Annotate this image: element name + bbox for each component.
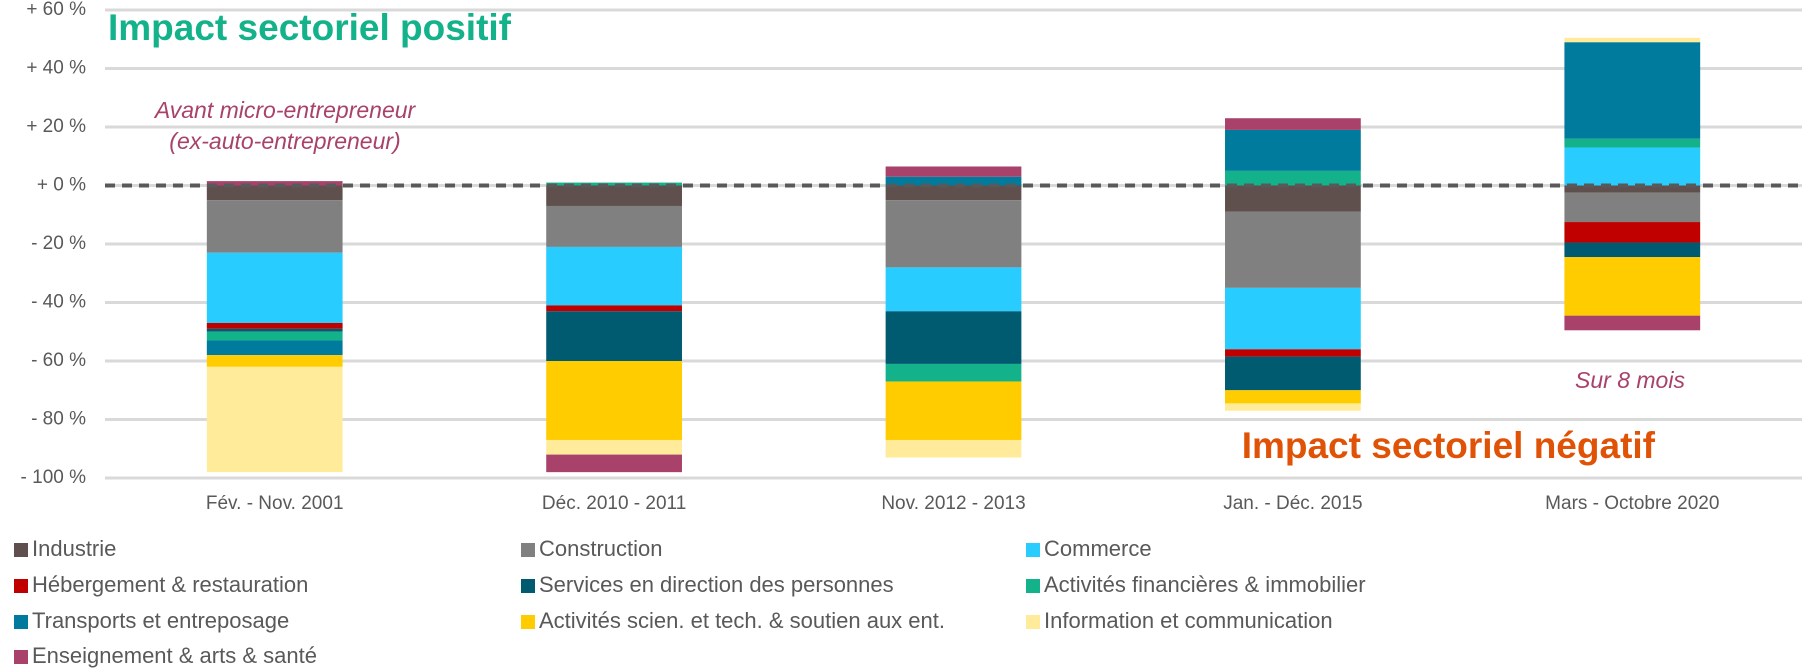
bar-segment <box>206 328 343 332</box>
bar-segment <box>1225 170 1361 186</box>
legend-label: Information et communication <box>1044 608 1333 633</box>
bar-segment <box>206 331 343 341</box>
bar-segment <box>546 185 682 206</box>
legend-label: Commerce <box>1044 536 1152 561</box>
bar-segment <box>1564 222 1701 243</box>
annotation: Sur 8 mois <box>1575 367 1685 393</box>
bar-segment <box>206 340 343 356</box>
bar-segment <box>546 439 682 455</box>
legend-label: Services en direction des personnes <box>539 572 894 597</box>
bar-segment <box>1225 356 1361 391</box>
bar-segment <box>1564 42 1701 139</box>
legend-label: Hébergement & restauration <box>32 572 308 597</box>
x-tick-label: Fév. - Nov. 2001 <box>206 493 344 514</box>
legend-swatch <box>14 543 28 557</box>
bar-segment <box>1564 185 1701 193</box>
bar-segment <box>1564 257 1701 316</box>
legend-swatch <box>1026 615 1040 629</box>
bar-segment <box>885 185 1022 201</box>
legend-swatch <box>14 650 28 664</box>
bar-segment <box>1225 287 1361 350</box>
legend-label: Enseignement & arts & santé <box>32 643 317 668</box>
legend-label: Activités financières & immobilier <box>1044 572 1366 597</box>
bar-segment <box>546 311 682 361</box>
bar-segment <box>1564 37 1701 43</box>
bar-segment <box>206 181 343 186</box>
x-tick-label: Déc. 2010 - 2011 <box>542 493 686 514</box>
legend-swatch <box>14 615 28 629</box>
annotation: Impact sectoriel négatif <box>1242 425 1656 466</box>
bar-segment <box>206 185 343 201</box>
legend-swatch <box>1026 579 1040 593</box>
bar-segment <box>885 439 1022 458</box>
bar-segment <box>885 176 1022 186</box>
bar-segment <box>1225 403 1361 411</box>
x-tick-label: Nov. 2012 - 2013 <box>881 493 1025 514</box>
bar-segment <box>206 366 343 473</box>
y-tick-label: + 60 % <box>26 0 86 20</box>
bar-segment <box>206 252 343 323</box>
bar-segment <box>546 205 682 247</box>
legend-swatch <box>14 579 28 593</box>
bar-segment <box>546 361 682 440</box>
bar-segment <box>1225 390 1361 404</box>
legend-label: Industrie <box>32 536 116 561</box>
bar-segment <box>885 363 1022 382</box>
bar-segment <box>1564 315 1701 331</box>
y-tick-label: - 80 % <box>31 409 86 430</box>
y-tick-label: + 0 % <box>37 175 86 196</box>
bar-segment <box>885 381 1022 440</box>
bar-segment <box>1225 185 1361 212</box>
legend-swatch <box>521 579 535 593</box>
x-tick-label: Mars - Octobre 2020 <box>1545 493 1719 514</box>
bar-segment <box>1564 242 1701 258</box>
annotation: Impact sectoriel positif <box>108 7 512 48</box>
bar-segment <box>1225 129 1361 171</box>
bar-segment <box>885 200 1022 268</box>
legend-label: Activités scien. et tech. & soutien aux … <box>539 608 945 633</box>
legend-label: Construction <box>539 536 663 561</box>
bar-segment <box>1225 349 1361 357</box>
y-tick-label: - 60 % <box>31 350 86 371</box>
bar-segment <box>885 267 1022 312</box>
legend-swatch <box>521 615 535 629</box>
bar-segment <box>1564 138 1701 148</box>
bar-segment <box>546 305 682 312</box>
bar-segment <box>885 166 1022 177</box>
bar-segment <box>546 454 682 473</box>
bar-segment <box>1564 147 1701 186</box>
annotation: Avant micro-entrepreneur <box>153 97 417 123</box>
bar-segment <box>546 182 682 186</box>
bar-segment <box>885 311 1022 364</box>
bar-segment <box>1225 211 1361 288</box>
bar-segment <box>206 322 343 329</box>
annotation: (ex-auto-entrepreneur) <box>169 128 400 154</box>
x-tick-label: Jan. - Déc. 2015 <box>1223 493 1362 514</box>
bar-segment <box>206 200 343 253</box>
legend-swatch <box>1026 543 1040 557</box>
y-tick-label: + 40 % <box>26 58 86 79</box>
bar-segment <box>1225 118 1361 130</box>
y-tick-label: - 40 % <box>31 292 86 313</box>
y-tick-label: - 100 % <box>21 467 87 488</box>
legend-swatch <box>521 543 535 557</box>
bar-segment <box>206 355 343 367</box>
bar-segment <box>546 246 682 306</box>
legend-label: Transports et entreposage <box>32 608 289 633</box>
y-tick-label: - 20 % <box>31 233 86 254</box>
y-tick-label: + 20 % <box>26 116 86 137</box>
bar-segment <box>1564 192 1701 223</box>
